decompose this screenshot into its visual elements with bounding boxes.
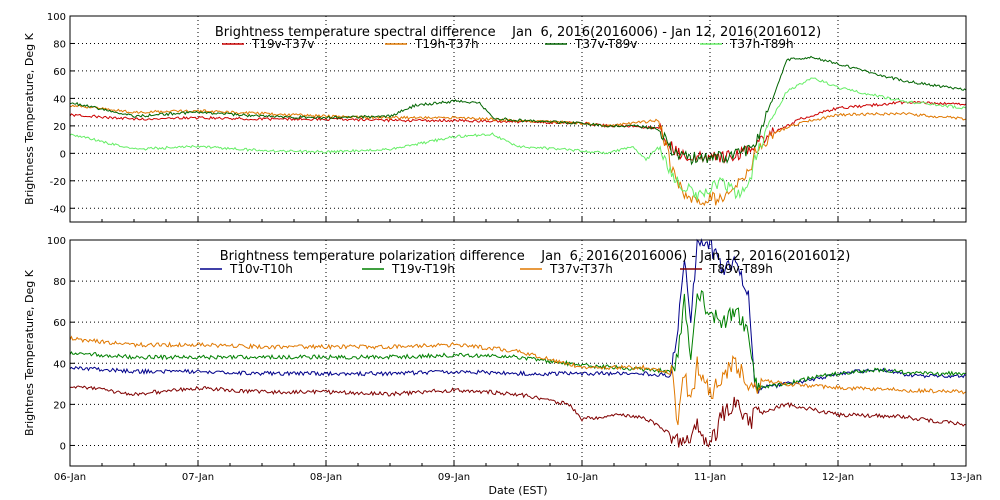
polarization-gridlines: [70, 240, 966, 466]
polarization-legend-label: T19v-T19h: [391, 262, 455, 276]
spectral-legend-label: T37h-T89h: [729, 37, 794, 51]
x-tick-label: 12-Jan: [822, 472, 854, 483]
spectral-y-tick-label: 0: [60, 149, 66, 160]
spectral-series-line-t19v-t37v: [69, 100, 967, 164]
x-tick-label: 09-Jan: [438, 472, 470, 483]
polarization-series-line-t10v-t10h: [69, 238, 967, 395]
spectral-y-axis-label: Brightness Temperature, Deg K: [23, 32, 36, 204]
spectral-y-tick-label: 40: [53, 94, 66, 105]
x-tick-label: 13-Jan: [950, 472, 982, 483]
spectral-y-tick-label: 80: [53, 39, 66, 50]
polarization-y-tick-label: 60: [53, 318, 66, 329]
spectral-chart-title: Brightness temperature spectral differen…: [215, 25, 821, 40]
spectral-legend: T19v-T37v T19h-T37h T37v-T89v T37h-T89h: [222, 37, 794, 51]
polarization-y-tick-label: 0: [60, 441, 66, 452]
spectral-gridlines: [70, 16, 966, 222]
x-axis-label: Date (EST): [488, 484, 547, 497]
x-tick-label: 07-Jan: [182, 472, 214, 483]
polarization-y-tick-label: 20: [53, 400, 66, 411]
polarization-series-line-t37v-t37h: [69, 335, 967, 426]
polarization-y-axis-label: Brightnes Temperature, Deg K: [23, 269, 36, 436]
spectral-y-tick-label: 100: [47, 12, 66, 23]
polarization-ticks: 06-Jan 07-Jan 08-Jan 09-Jan 10-Jan 11-Jan 12-J…: [47, 236, 982, 483]
polarization-series-line-t19v-t19h: [69, 289, 967, 393]
polarization-y-tick-label: 80: [53, 277, 66, 288]
spectral-y-tick-label: 20: [53, 122, 66, 133]
x-tick-label: 06-Jan: [54, 472, 86, 483]
x-tick-label: 08-Jan: [310, 472, 342, 483]
spectral-series-line-t19h-t37h: [70, 104, 967, 207]
x-tick-label: 11-Jan: [694, 472, 726, 483]
polarization-legend-label: T89v-T89h: [709, 262, 773, 276]
spectral-panel: -40 -20 0 20 40 60 80 100 Brightness temperatur…: [23, 12, 967, 223]
spectral-legend-label: T37v-T89v: [574, 37, 637, 51]
polarization-legend: T10v-T10h T19v-T19h T37v-T37h T89v-T89h: [200, 262, 773, 276]
polarization-series-line-t89v-t89h: [69, 385, 967, 448]
spectral-y-tick-label: -20: [50, 177, 66, 188]
spectral-series-line-t37v-t89v: [69, 55, 967, 166]
spectral-plot-frame: [69, 15, 967, 223]
polarization-legend-label: T10v-T10h: [229, 262, 293, 276]
polarization-chart-title: Brightness temperature polarization diff…: [220, 249, 851, 264]
spectral-legend-label: T19v-T37v: [251, 37, 314, 51]
polarization-legend-label: T37v-T37h: [549, 262, 613, 276]
spectral-ticks: -40 -20 0 20 40 60 80 100: [47, 12, 967, 222]
polarization-series-lines: [69, 238, 967, 448]
spectral-y-tick-label: -40: [50, 204, 66, 215]
spectral-legend-label: T19h-T37h: [414, 37, 479, 51]
spectral-y-tick-label: 60: [53, 67, 66, 78]
polarization-panel: 06-Jan 07-Jan 08-Jan 09-Jan 10-Jan 11-Jan 12-J…: [23, 236, 982, 497]
polarization-plot-frame: [69, 239, 967, 467]
polarization-y-tick-label: 100: [47, 236, 66, 247]
spectral-series-line-t37h-t89h: [69, 77, 967, 201]
x-tick-label: 10-Jan: [566, 472, 598, 483]
polarization-y-tick-label: 40: [53, 359, 66, 370]
spectral-series-lines: [69, 55, 967, 207]
